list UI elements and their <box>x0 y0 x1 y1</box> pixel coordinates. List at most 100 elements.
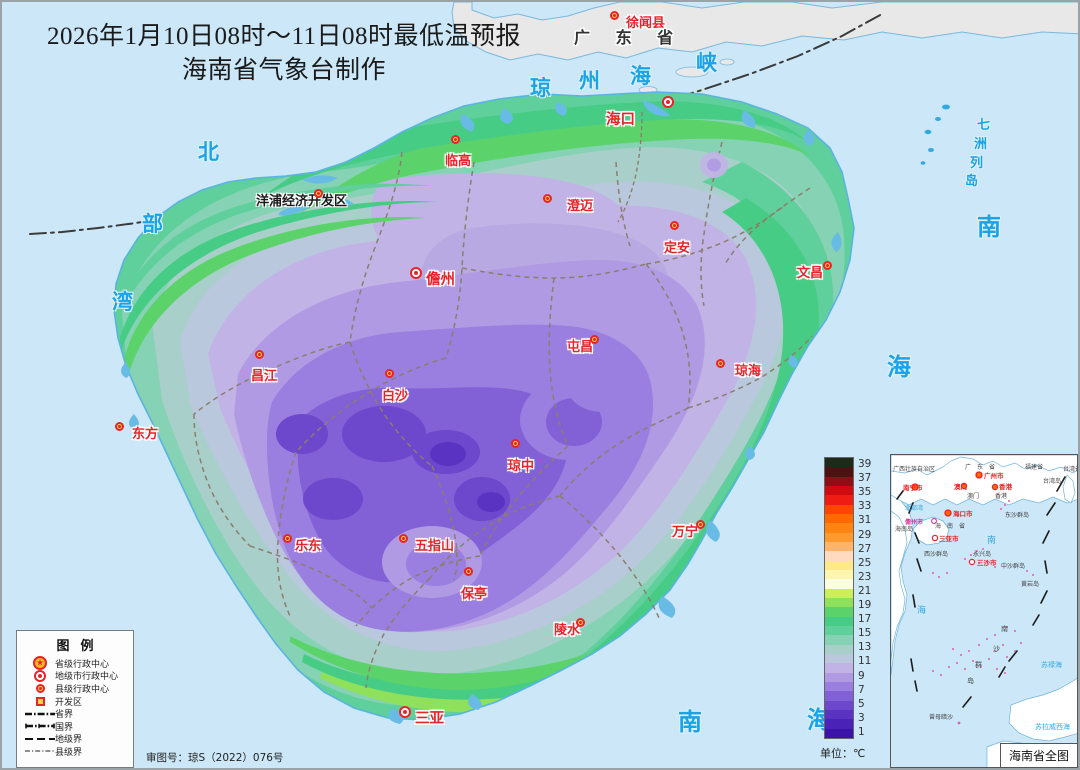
svg-text:广西壮族自治区: 广西壮族自治区 <box>893 465 935 473</box>
colorbar-band <box>825 486 853 496</box>
colorbar-band <box>825 598 853 608</box>
colorbar-band <box>825 504 853 515</box>
province-boundary-line-icon <box>25 711 55 717</box>
island-coastline <box>113 91 855 721</box>
svg-text:海口市: 海口市 <box>953 509 973 518</box>
svg-text:澳门: 澳门 <box>954 482 968 491</box>
svg-text:中沙群岛: 中沙群岛 <box>1001 562 1025 570</box>
inset-map-title: 海南省全图 <box>999 743 1077 767</box>
colorbar-strip <box>824 457 854 739</box>
legend-item-label: 开发区 <box>55 697 83 708</box>
colorbar-tick-label: 13 <box>858 641 872 654</box>
colorbar-tick-label: 15 <box>858 627 872 640</box>
colorbar-band <box>825 532 853 543</box>
svg-text:苏拉威西海: 苏拉威西海 <box>1035 722 1070 731</box>
colorbar-ticks: 1 3 5 7 9 11 13 15 17 19 21 23 25 27 29 31 33 35 37 39 <box>858 457 886 739</box>
colorbar-band <box>825 654 853 664</box>
svg-text:澳门: 澳门 <box>967 492 979 500</box>
colorbar-tick-label: 1 <box>858 725 865 738</box>
svg-text:香港: 香港 <box>995 492 1007 500</box>
legend-item-label: 县级行政中心 <box>55 684 110 695</box>
legend-item: 开发区 <box>17 695 133 708</box>
svg-text:沙: 沙 <box>993 645 1000 653</box>
provincial-capital-star-icon <box>25 656 55 671</box>
colorbar-tick-label: 11 <box>858 655 872 668</box>
legend-item-label: 省界 <box>55 710 74 721</box>
svg-text:永兴岛: 永兴岛 <box>973 550 991 558</box>
svg-text:南: 南 <box>1001 624 1008 633</box>
colorbar-band <box>825 579 853 589</box>
svg-text:广 东 省: 广 东 省 <box>965 463 995 471</box>
colorbar-band <box>825 514 853 524</box>
temperature-contours <box>114 92 854 720</box>
legend-item: 地级市行政中心 <box>17 669 133 682</box>
colorbar-band <box>825 710 853 720</box>
colorbar-band <box>825 672 853 683</box>
colorbar-band <box>825 626 853 636</box>
colorbar-tick-label: 31 <box>858 514 872 527</box>
colorbar-band <box>825 663 853 673</box>
colorbar-band <box>825 719 853 729</box>
prefecture-city-circle-icon <box>25 669 55 682</box>
colorbar-band <box>825 560 853 571</box>
colorbar-band <box>825 495 853 505</box>
coastal-inlets <box>121 100 842 724</box>
colorbar-tick-label: 37 <box>858 472 872 485</box>
svg-text:海南岛: 海南岛 <box>895 525 913 533</box>
map-approval-number: 审图号：琼S（2022）076号 <box>146 752 284 764</box>
svg-text:群: 群 <box>975 660 982 669</box>
legend-item: 国界 <box>17 720 133 733</box>
legend-item: 县级界 <box>17 745 133 758</box>
development-zone-square-icon <box>25 696 55 706</box>
colorbar-tick-label: 35 <box>858 486 872 499</box>
colorbar-band <box>825 542 853 552</box>
svg-text:黄岩岛: 黄岩岛 <box>1021 580 1039 588</box>
colorbar-band <box>825 458 853 468</box>
colorbar-tick-label: 33 <box>858 500 872 513</box>
svg-text:台湾省: 台湾省 <box>1063 465 1078 473</box>
svg-text:曾母暗沙: 曾母暗沙 <box>929 713 953 721</box>
colorbar-tick-label: 27 <box>858 542 872 555</box>
colorbar-band <box>825 700 853 711</box>
colorbar-band <box>825 588 853 599</box>
legend-item: 县级行政中心 <box>17 682 133 695</box>
colorbar-band <box>825 616 853 627</box>
colorbar-tick-label: 29 <box>858 528 872 541</box>
colorbar-tick-label: 39 <box>858 458 872 471</box>
colorbar-tick-label: 7 <box>858 683 865 696</box>
colorbar-tick-label: 21 <box>858 584 872 597</box>
svg-text:广州市: 广州市 <box>984 471 1004 480</box>
colorbar-band <box>825 635 853 645</box>
svg-text:海: 海 <box>917 604 926 616</box>
guangdong-landmass <box>451 2 1078 61</box>
colorbar-band <box>825 467 853 477</box>
svg-text:岛: 岛 <box>967 676 974 685</box>
legend-item-label: 地级界 <box>55 735 83 746</box>
svg-text:儋州市: 儋州市 <box>905 518 923 526</box>
colorbar-band <box>825 551 853 561</box>
colorbar-band <box>825 691 853 701</box>
colorbar-band <box>825 476 853 487</box>
colorbar-band <box>825 728 853 738</box>
svg-text:三亚市: 三亚市 <box>939 534 959 543</box>
legend-heading: 图例 <box>56 639 105 654</box>
svg-text:北部湾: 北部湾 <box>905 504 923 512</box>
svg-text:三沙市: 三沙市 <box>977 558 997 567</box>
hainan-overview-inset: 广西壮族自治区 广 东 省 福建省 台湾省 台湾岛 南宁市 广州市 澳门 香港 … <box>890 454 1078 768</box>
county-boundary-line-icon <box>25 748 55 754</box>
colorbar-tick-label: 5 <box>858 697 865 710</box>
prefecture-boundary-line-icon <box>25 736 55 742</box>
colorbar-tick-label: 9 <box>858 669 865 682</box>
legend-item: 省级行政中心 <box>17 656 133 671</box>
colorbar-band <box>825 570 853 580</box>
svg-text:苏禄海: 苏禄海 <box>1041 660 1062 669</box>
colorbar-tick-label: 3 <box>858 711 865 724</box>
svg-text:南宁市: 南宁市 <box>903 483 923 492</box>
colorbar-band <box>825 682 853 692</box>
colorbar-band <box>825 607 853 617</box>
svg-text:台湾岛: 台湾岛 <box>1043 477 1061 485</box>
